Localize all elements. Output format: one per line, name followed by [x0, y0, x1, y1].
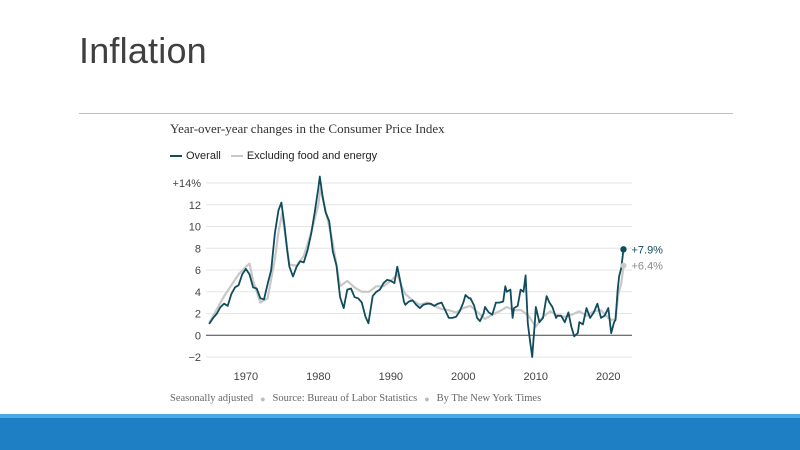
legend-label-core: Excluding food and energy — [246, 150, 378, 162]
x-tick-label: 1980 — [306, 371, 330, 383]
slide-bottom-band — [0, 414, 800, 450]
end-point-core — [620, 262, 627, 269]
legend-swatch-overall — [170, 155, 182, 157]
slide-title: Inflation — [79, 30, 207, 71]
x-tick-label: 1990 — [379, 371, 403, 383]
chart-legend: Overall Excluding food and energy — [170, 150, 387, 162]
footer-credit: By The New York Times — [436, 393, 542, 404]
y-tick-label: 0 — [195, 330, 201, 342]
x-tick-label: 2020 — [596, 371, 620, 383]
legend-item-overall: Overall — [170, 150, 221, 162]
end-point-overall — [620, 246, 627, 253]
y-tick-label: 2 — [195, 309, 201, 321]
footer-separator-dot: ● — [424, 393, 430, 404]
chart-title: Year-over-year changes in the Consumer P… — [170, 121, 445, 136]
y-tick-label: 4 — [195, 287, 201, 299]
title-divider — [79, 113, 733, 114]
legend-label-overall: Overall — [186, 150, 221, 162]
footer-separator-dot: ● — [260, 393, 266, 404]
end-label-core: +6.4% — [631, 261, 663, 273]
slide-bottom-accent — [0, 414, 800, 418]
footer-source: Source: Bureau of Labor Statistics — [272, 393, 418, 404]
legend-item-core: Excluding food and energy — [230, 150, 378, 162]
y-tick-label: −2 — [188, 352, 201, 364]
y-tick-label: 12 — [189, 200, 201, 212]
legend-swatch-core — [230, 155, 243, 157]
footer-note: Seasonally adjusted — [170, 393, 254, 404]
y-tick-label: +14% — [173, 178, 202, 190]
x-tick-label: 1970 — [234, 371, 258, 383]
chart-footer: Seasonally adjusted ● Source: Bureau of … — [170, 393, 541, 404]
end-label-overall: +7.9% — [631, 244, 663, 256]
x-tick-label: 2000 — [451, 371, 475, 383]
y-tick-label: 10 — [189, 222, 201, 234]
y-tick-label: 8 — [195, 243, 201, 255]
series-line-overall — [208, 175, 625, 358]
y-tick-label: 6 — [195, 265, 201, 277]
x-tick-label: 2010 — [524, 371, 548, 383]
